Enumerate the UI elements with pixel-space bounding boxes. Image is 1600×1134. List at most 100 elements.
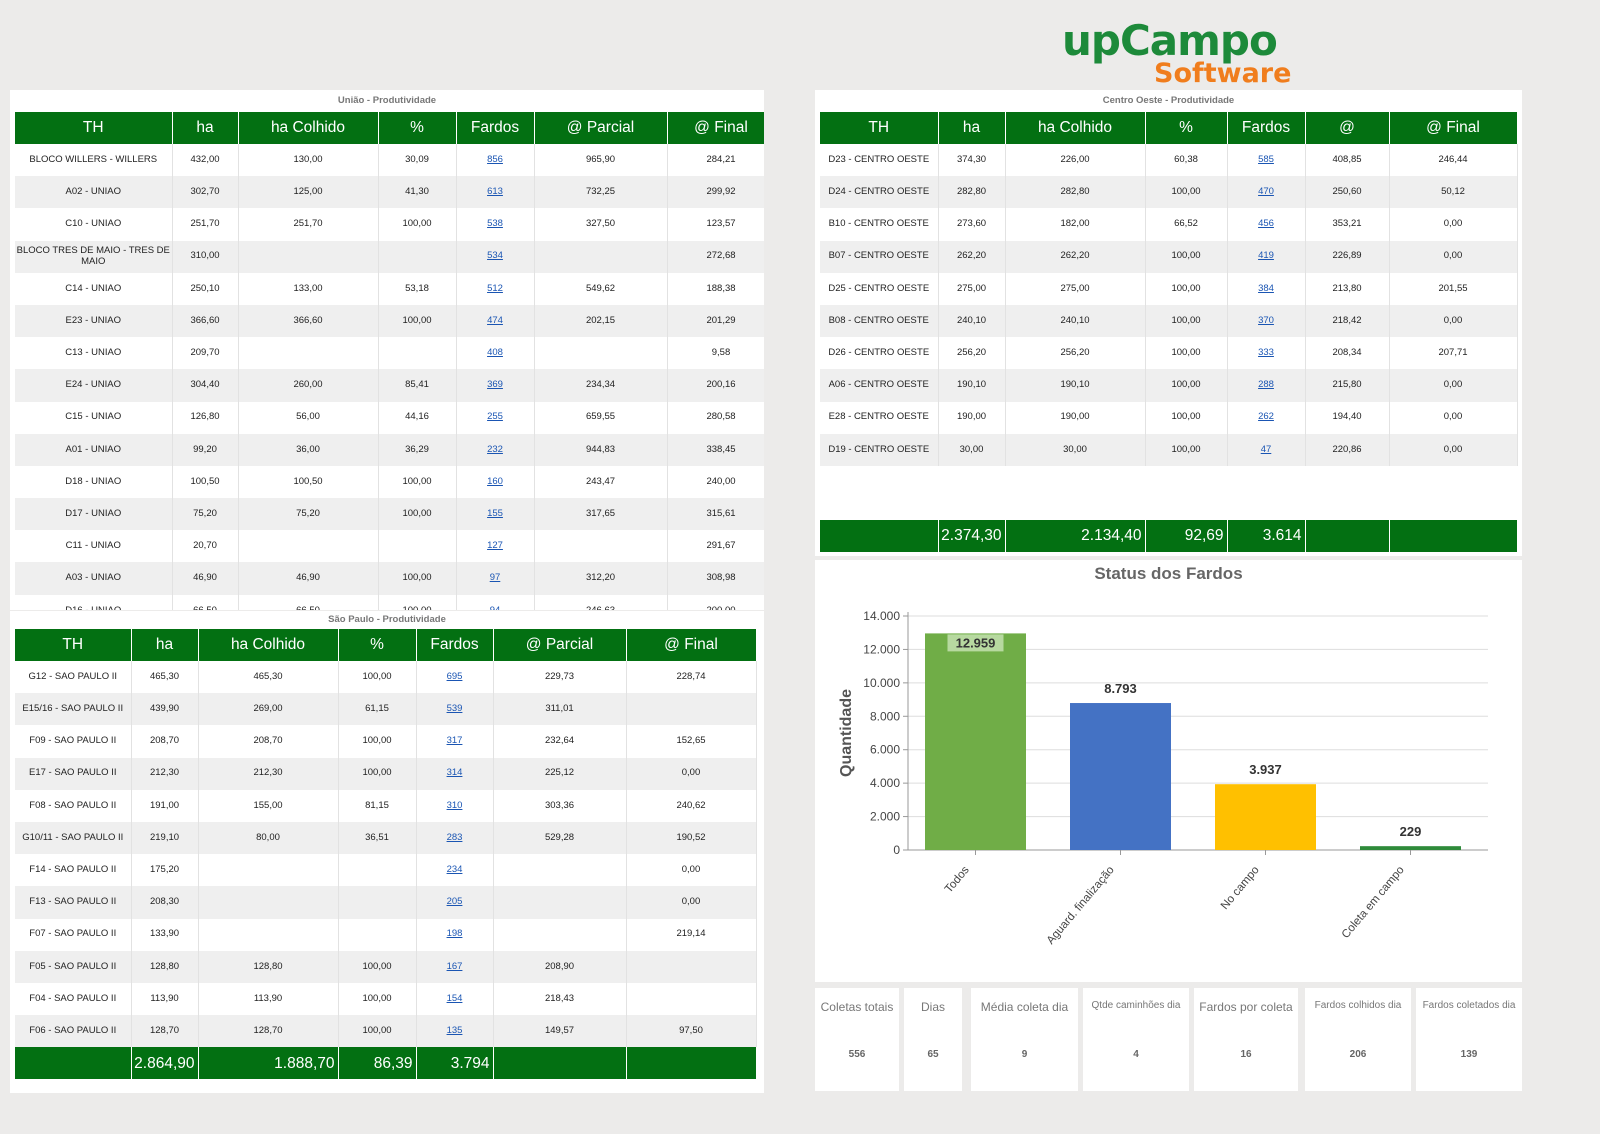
fardos-link[interactable]: 317 [446, 735, 463, 747]
cell-fardos: 538 [456, 208, 535, 241]
header-arroba-final[interactable]: @ Final [667, 112, 764, 144]
cell-arroba-final: 9,58 [667, 337, 764, 370]
cell-th: E24 - UNIAO [15, 369, 173, 402]
cell-percent: 41,30 [378, 176, 457, 209]
fardos-link[interactable]: 47 [1260, 443, 1272, 455]
cell-th: D24 - CENTRO OESTE [820, 176, 939, 209]
fardos-link[interactable]: 613 [487, 186, 503, 198]
fardos-link[interactable]: 94 [489, 604, 501, 610]
cell-arroba-final: 0,00 [626, 886, 757, 919]
header-percent[interactable]: % [1145, 112, 1228, 144]
fardos-link[interactable]: 534 [487, 250, 503, 262]
fardos-link[interactable]: 856 [487, 153, 503, 165]
header-fardos[interactable]: Fardos [456, 112, 535, 144]
fardos-link[interactable]: 262 [1258, 411, 1274, 423]
cell-ha-colhido: 80,00 [198, 821, 339, 855]
fardos-link[interactable]: 408 [487, 347, 503, 358]
fardos-link[interactable]: 135 [446, 1024, 463, 1036]
header-arroba-final[interactable]: @ Final [626, 629, 757, 661]
cell-ha-colhido: 256,20 [1005, 337, 1146, 370]
header-ha-colhido[interactable]: ha Colhido [238, 112, 379, 144]
y-axis-label: Quantidade [838, 689, 855, 777]
fardos-link[interactable]: 474 [487, 314, 503, 326]
header-ha-colhido[interactable]: ha Colhido [198, 629, 339, 661]
y-tick-label: 0 [893, 843, 900, 857]
header-ha[interactable]: ha [131, 629, 199, 661]
data-label: 229 [1400, 824, 1422, 839]
cell-arroba-parcial: 246,63 [534, 594, 668, 610]
fardos-link[interactable]: 283 [446, 831, 463, 843]
table-row: E23 - UNIAO 366,60 366,60 100,00 474 202,15 20… [15, 304, 764, 338]
fardos-link[interactable]: 585 [1258, 153, 1274, 165]
cell-ha: 302,70 [172, 176, 239, 209]
fardos-link[interactable]: 539 [446, 703, 463, 715]
cell-fardos: 94 [456, 594, 535, 610]
fardos-link[interactable]: 154 [446, 992, 463, 1004]
cell-fardos: 310 [416, 789, 494, 822]
fardos-link[interactable]: 333 [1258, 347, 1274, 358]
fardos-link[interactable]: 160 [487, 475, 503, 487]
cell-ha: 250,10 [172, 272, 239, 305]
cell-arroba-final: 315,61 [667, 498, 764, 531]
fardos-link[interactable]: 456 [1258, 218, 1274, 230]
fardos-link[interactable]: 232 [487, 443, 503, 455]
uniao-produtividade-panel[interactable]: União - Produtividade TH ha ha Colhido% Far… [10, 90, 764, 610]
fardos-link[interactable]: 127 [487, 540, 503, 552]
fardos-link[interactable]: 314 [446, 767, 463, 779]
table-row: F05 - SAO PAULO II 128,80 128,80 100,00 167 2… [15, 950, 757, 983]
fardos-link[interactable]: 198 [446, 928, 463, 940]
header-th[interactable]: TH [820, 112, 939, 144]
cell-fardos: 232 [456, 433, 535, 466]
header-percent[interactable]: % [338, 629, 417, 661]
cell-th: F13 - SAO PAULO II [15, 886, 132, 919]
header-arroba-parcial[interactable]: @ [1305, 112, 1390, 144]
header-arroba-final[interactable]: @ Final [1389, 112, 1518, 144]
table-row: C10 - UNIAO 251,70 251,70 100,00 538 327,50 12… [15, 208, 764, 241]
fardos-link[interactable]: 167 [446, 960, 463, 972]
fardos-link[interactable]: 369 [487, 379, 503, 391]
table-row: A01 - UNIAO 99,20 36,00 36,29 232 944,83 338,4… [15, 433, 764, 466]
table-spacer [820, 465, 1517, 520]
cell-arroba-parcial [493, 918, 627, 951]
fardos-link[interactable]: 384 [1258, 282, 1274, 294]
fardos-link[interactable]: 234 [446, 864, 463, 875]
cell-th: B07 - CENTRO OESTE [820, 240, 939, 273]
header-fardos[interactable]: Fardos [1227, 112, 1306, 144]
header-ha[interactable]: ha [938, 112, 1006, 144]
header-ha-colhido[interactable]: ha Colhido [1005, 112, 1146, 144]
header-th[interactable]: TH [15, 112, 173, 144]
table-row: D26 - CENTRO OESTE 256,20 256,20 100,00 333 2… [820, 337, 1518, 370]
cell-percent: 100,00 [338, 725, 417, 758]
cell-ha-colhido: 226,00 [1005, 144, 1146, 177]
fardos-link[interactable]: 538 [487, 218, 503, 230]
cell-fardos: 419 [1227, 240, 1306, 273]
fardos-link[interactable]: 310 [446, 799, 463, 811]
sao-paulo-produtividade-panel[interactable]: São Paulo - Produtividade TH ha ha Colhido… [10, 611, 764, 1093]
fardos-link[interactable]: 205 [446, 896, 463, 908]
header-fardos[interactable]: Fardos [416, 629, 494, 661]
table-row: F04 - SAO PAULO II 113,90 113,90 100,00 154 2… [15, 982, 757, 1016]
header-th[interactable]: TH [15, 629, 132, 661]
fardos-link[interactable]: 470 [1258, 186, 1274, 198]
fardos-link[interactable]: 155 [487, 507, 503, 519]
kpi-label: Média coleta dia [980, 1000, 1069, 1014]
cell-ha-colhido: 465,30 [198, 661, 339, 694]
header-percent[interactable]: % [378, 112, 457, 144]
cell-arroba-parcial: 549,62 [534, 272, 668, 305]
header-ha[interactable]: ha [172, 112, 239, 144]
cell-ha: 190,10 [938, 369, 1006, 402]
header-arroba-parcial[interactable]: @ Parcial [534, 112, 668, 144]
fardos-link[interactable]: 97 [489, 572, 501, 584]
centro-oeste-produtividade-panel[interactable]: Centro Oeste - Produtividade TH ha ha Colh… [815, 90, 1522, 556]
fardos-link[interactable]: 419 [1258, 250, 1274, 262]
fardos-link[interactable]: 370 [1258, 314, 1274, 326]
fardos-link[interactable]: 512 [487, 282, 503, 294]
header-arroba-parcial[interactable]: @ Parcial [493, 629, 627, 661]
fardos-link[interactable]: 288 [1258, 379, 1274, 391]
fardos-link[interactable]: 255 [487, 411, 503, 423]
cell-fardos: 255 [456, 401, 535, 434]
fardos-link[interactable]: 695 [446, 670, 463, 682]
cell-fardos: 539 [416, 693, 494, 726]
cell-percent: 85,41 [378, 369, 457, 402]
cell-ha-colhido [198, 854, 339, 887]
